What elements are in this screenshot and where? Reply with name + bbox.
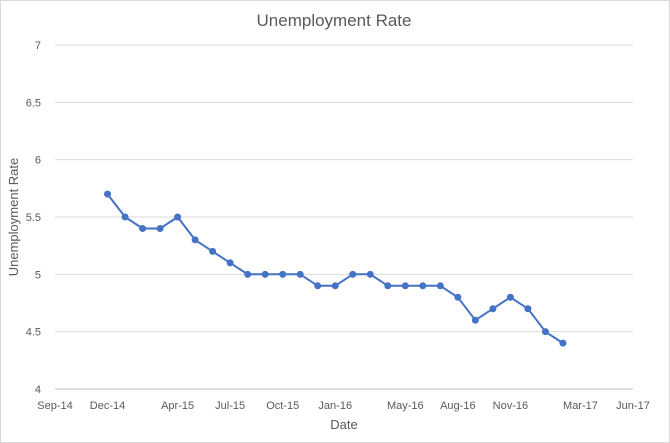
x-tick-label: Jul-15 <box>215 400 245 412</box>
data-point <box>244 270 252 278</box>
data-point <box>279 270 287 278</box>
data-point <box>139 224 147 232</box>
data-point <box>506 293 514 301</box>
x-tick-label: Nov-16 <box>493 400 528 412</box>
data-point <box>331 282 339 290</box>
data-point <box>104 190 112 198</box>
series-unemployment <box>104 190 567 347</box>
gridlines <box>55 44 633 390</box>
data-point <box>366 270 374 278</box>
y-tick-label: 7 <box>35 40 41 52</box>
x-tick-label: Jan-16 <box>318 400 352 412</box>
y-axis-title: Unemployment Rate <box>6 158 21 277</box>
data-point <box>174 213 182 221</box>
data-point <box>436 282 444 290</box>
y-tick-label: 4 <box>35 384 41 396</box>
x-tick-label: Oct-15 <box>266 400 299 412</box>
x-tick-label: Apr-15 <box>161 400 194 412</box>
data-point <box>296 270 304 278</box>
data-point <box>191 236 199 244</box>
y-tick-label: 6 <box>35 155 41 167</box>
data-point <box>156 224 164 232</box>
x-tick-label: Jun-17 <box>616 400 650 412</box>
data-point <box>454 293 462 301</box>
data-point <box>261 270 269 278</box>
x-tick-label: Aug-16 <box>440 400 475 412</box>
data-point <box>559 339 567 347</box>
data-point <box>209 247 217 255</box>
data-point <box>121 213 129 221</box>
x-axis-title: Date <box>330 417 357 432</box>
x-tick-label: Mar-17 <box>563 400 598 412</box>
x-tick-label: May-16 <box>387 400 424 412</box>
chart-title: Unemployment Rate <box>257 11 412 30</box>
y-tick-label: 6.5 <box>26 97 41 109</box>
x-tick-label: Sep-14 <box>37 400 72 412</box>
data-point <box>471 316 479 324</box>
data-point <box>314 282 322 290</box>
data-point <box>419 282 427 290</box>
data-point <box>349 270 357 278</box>
data-point <box>226 259 234 267</box>
y-axis-ticks: 4 4.5 5 5.5 6 6.5 7 <box>26 40 41 396</box>
data-point <box>524 305 532 313</box>
x-axis-ticks: Sep-14 Dec-14 Apr-15 Jul-15 Oct-15 Jan-16 May-… <box>37 400 650 412</box>
y-tick-label: 5.5 <box>26 212 41 224</box>
y-tick-label: 4.5 <box>26 327 41 339</box>
data-point <box>489 305 497 313</box>
data-point <box>541 328 549 336</box>
data-point <box>384 282 392 290</box>
y-tick-label: 5 <box>35 269 41 281</box>
data-point <box>401 282 409 290</box>
x-tick-label: Dec-14 <box>90 400 125 412</box>
